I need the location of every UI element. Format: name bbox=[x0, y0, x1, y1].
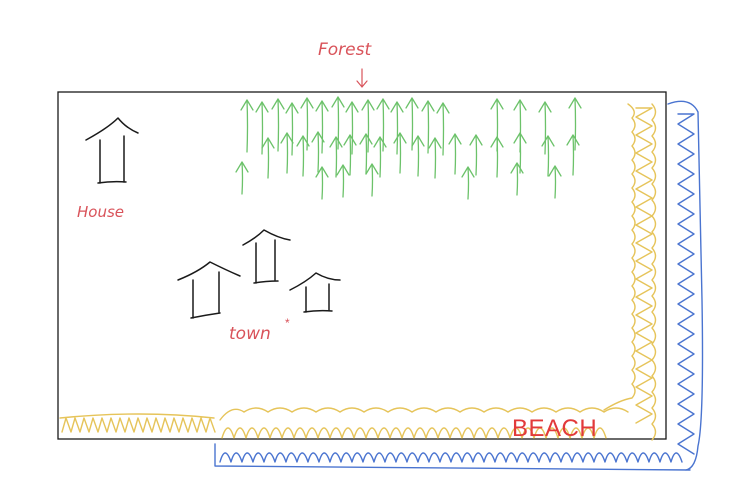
house-icon bbox=[85, 117, 139, 184]
tree-icon bbox=[393, 132, 407, 174]
tree-icon bbox=[240, 99, 254, 153]
tree-icon bbox=[315, 100, 329, 154]
house-icon bbox=[289, 272, 341, 313]
tree-icon bbox=[315, 166, 329, 200]
tree-icon bbox=[336, 164, 350, 198]
tree-icon bbox=[390, 101, 404, 155]
ocean-water bbox=[214, 100, 704, 471]
house-label: House bbox=[77, 203, 124, 221]
town-label: town bbox=[229, 324, 271, 344]
tree-icon bbox=[331, 96, 345, 150]
tree-icon bbox=[513, 132, 527, 174]
beach-sand-right bbox=[603, 103, 657, 441]
house-icon bbox=[177, 261, 241, 319]
tree-icon bbox=[365, 163, 379, 197]
tree-icon bbox=[300, 97, 314, 151]
tree-icon bbox=[296, 135, 310, 177]
tree-icon bbox=[373, 136, 387, 178]
tree-icon bbox=[538, 101, 552, 155]
tree-icon bbox=[428, 137, 442, 179]
tree-icon bbox=[376, 98, 390, 152]
tree-icon bbox=[541, 135, 555, 177]
tree-icon bbox=[359, 133, 373, 175]
tree-icon bbox=[311, 131, 325, 173]
tree-icon bbox=[448, 133, 462, 175]
tree-icon bbox=[421, 100, 435, 154]
tree-icon bbox=[343, 134, 357, 176]
map-border bbox=[57, 91, 667, 440]
beach-label: BEACH bbox=[512, 415, 597, 442]
tree-icon bbox=[280, 132, 294, 174]
house-icon bbox=[242, 229, 291, 284]
tree-icon bbox=[461, 166, 475, 200]
tree-icon bbox=[361, 99, 375, 153]
asterisk-icon: * bbox=[285, 316, 290, 330]
tree-icon bbox=[548, 165, 562, 199]
town-houses bbox=[177, 229, 341, 319]
tree-icon bbox=[436, 102, 450, 156]
tree-icon bbox=[411, 135, 425, 177]
tree-icon bbox=[568, 97, 582, 151]
tree-icon bbox=[329, 136, 343, 178]
tree-icon bbox=[255, 101, 269, 155]
tree-icon bbox=[345, 101, 359, 155]
tree-icon bbox=[261, 137, 275, 179]
tree-icon bbox=[405, 97, 419, 151]
tree-icon bbox=[510, 162, 524, 196]
down-arrow-icon bbox=[356, 68, 368, 88]
forest-label: Forest bbox=[318, 40, 372, 60]
tree-icon bbox=[490, 136, 504, 178]
tree-icon bbox=[271, 98, 285, 152]
tree-icon bbox=[235, 161, 249, 195]
tree-icon bbox=[566, 134, 580, 176]
tree-icon bbox=[285, 102, 299, 156]
forest-trees bbox=[235, 96, 582, 200]
beach-sand-bottom bbox=[59, 407, 629, 439]
tree-icon bbox=[469, 134, 483, 176]
